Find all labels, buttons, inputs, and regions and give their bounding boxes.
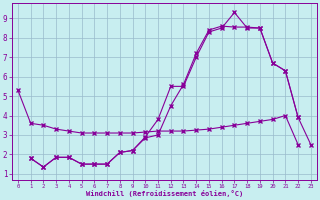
X-axis label: Windchill (Refroidissement éolien,°C): Windchill (Refroidissement éolien,°C) [86, 190, 243, 197]
